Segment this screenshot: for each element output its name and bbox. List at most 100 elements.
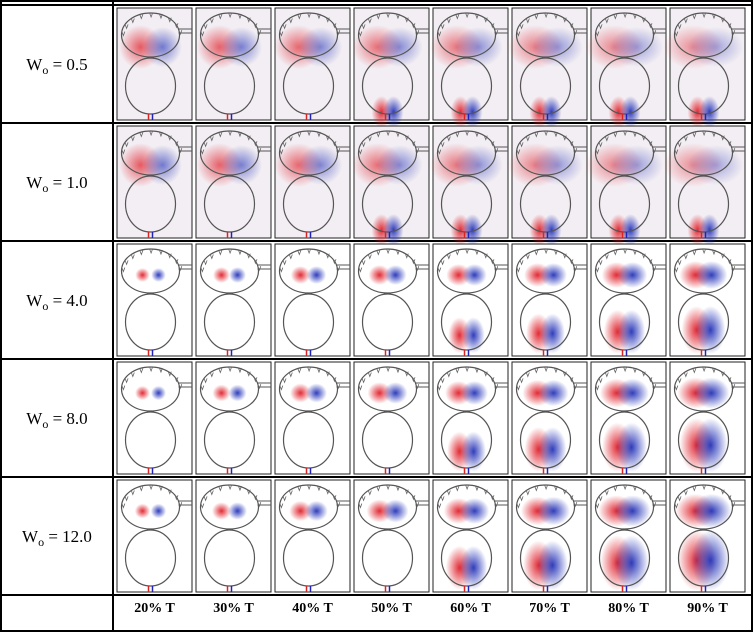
wall-tooth: [411, 141, 416, 147]
wall-tooth: [361, 142, 366, 148]
wall-tooth: [494, 266, 499, 272]
upper-chamber: [199, 484, 260, 530]
wall-tooth: [218, 368, 223, 374]
wall-tooth: [569, 141, 574, 147]
wall-tooth: [475, 249, 479, 256]
wall-tooth: [692, 14, 697, 20]
wall-tooth: [159, 367, 163, 374]
upper-chamber: [120, 484, 181, 530]
wall-tooth: [519, 142, 524, 148]
wall-tooth: [358, 267, 363, 273]
wall-tooth: [174, 23, 179, 29]
simulation-frame: [274, 7, 351, 121]
wall-tooth: [554, 485, 558, 492]
wall-tooth: [554, 131, 558, 138]
wall-tooth: [712, 485, 716, 492]
wall-tooth: [288, 490, 293, 496]
wall-tooth: [519, 260, 524, 266]
wall-tooth: [623, 484, 627, 491]
wall-tooth: [411, 259, 416, 265]
upper-chamber: [673, 248, 734, 294]
wall-tooth: [228, 130, 232, 137]
simulation-frame: [508, 125, 588, 246]
wall-tooth: [595, 31, 600, 37]
wall-tooth: [490, 377, 495, 383]
wall-tooth: [692, 368, 697, 374]
flow-blue: [462, 317, 485, 354]
wall-tooth: [257, 384, 262, 390]
wall-tooth: [573, 384, 578, 390]
label-subscript: o: [42, 299, 48, 313]
wall-tooth: [167, 371, 172, 377]
wall-tooth: [282, 378, 287, 384]
wall-tooth: [674, 385, 679, 391]
wall-tooth: [404, 17, 409, 23]
wall-tooth: [332, 23, 337, 29]
lower-chamber: [282, 175, 335, 233]
wall-tooth: [652, 384, 657, 390]
wall-tooth: [411, 495, 416, 501]
upper-chamber: [278, 130, 339, 176]
simulation-frame: [430, 125, 509, 246]
wall-tooth: [200, 149, 205, 155]
wall-tooth: [218, 250, 223, 256]
wall-tooth: [494, 148, 499, 154]
wall-tooth: [149, 12, 153, 19]
wall-tooth: [525, 136, 530, 142]
wall-tooth: [174, 259, 179, 265]
wall-tooth: [494, 384, 499, 390]
wall-tooth: [307, 130, 311, 137]
wall-tooth: [325, 17, 330, 23]
wall-tooth: [483, 135, 488, 141]
wall-tooth: [130, 490, 135, 496]
simulation-frame: [432, 479, 509, 593]
wall-tooth: [317, 13, 321, 20]
wall-tooth: [652, 266, 657, 272]
wall-tooth: [483, 253, 488, 259]
wall-tooth: [238, 367, 242, 374]
wall-tooth: [490, 259, 495, 265]
wall-tooth: [483, 489, 488, 495]
wall-tooth: [677, 378, 682, 384]
wall-tooth: [203, 378, 208, 384]
wall-tooth: [124, 260, 129, 266]
upper-chamber: [199, 130, 260, 176]
flow-blue: [383, 214, 404, 246]
upper-chamber: [120, 248, 181, 294]
wall-tooth: [475, 367, 479, 374]
wall-tooth: [228, 366, 232, 373]
wall-tooth: [712, 131, 716, 138]
wall-tooth: [465, 366, 469, 373]
wall-tooth: [358, 503, 363, 509]
wall-tooth: [367, 490, 372, 496]
flow-blue: [382, 499, 409, 523]
upper-chamber: [199, 12, 260, 58]
wall-tooth: [209, 254, 214, 260]
wall-tooth: [525, 254, 530, 260]
wall-tooth: [139, 250, 144, 256]
wall-tooth: [238, 249, 242, 256]
simulation-frame: [352, 125, 430, 246]
flow-blue: [693, 377, 730, 409]
wall-tooth: [130, 254, 135, 260]
wall-tooth: [386, 366, 390, 373]
wall-tooth: [623, 366, 627, 373]
lower-chamber: [124, 411, 177, 469]
lower-chamber: [440, 57, 493, 115]
wall-tooth: [674, 149, 679, 155]
flow-blue: [614, 535, 649, 591]
row-label: Wo = 0.5: [26, 55, 87, 77]
wall-tooth: [121, 267, 126, 273]
simulation-frame: [195, 361, 272, 475]
wall-tooth: [415, 502, 420, 508]
flow-blue: [537, 540, 568, 591]
wall-tooth: [257, 148, 262, 154]
simulation-frame: [669, 243, 746, 357]
simulation-frame: [590, 361, 667, 475]
upper-chamber: [278, 366, 339, 412]
wall-tooth: [279, 385, 284, 391]
lower-chamber: [361, 529, 414, 587]
wall-tooth: [411, 377, 416, 383]
wall-tooth: [455, 486, 460, 492]
lower-chamber: [203, 529, 256, 587]
